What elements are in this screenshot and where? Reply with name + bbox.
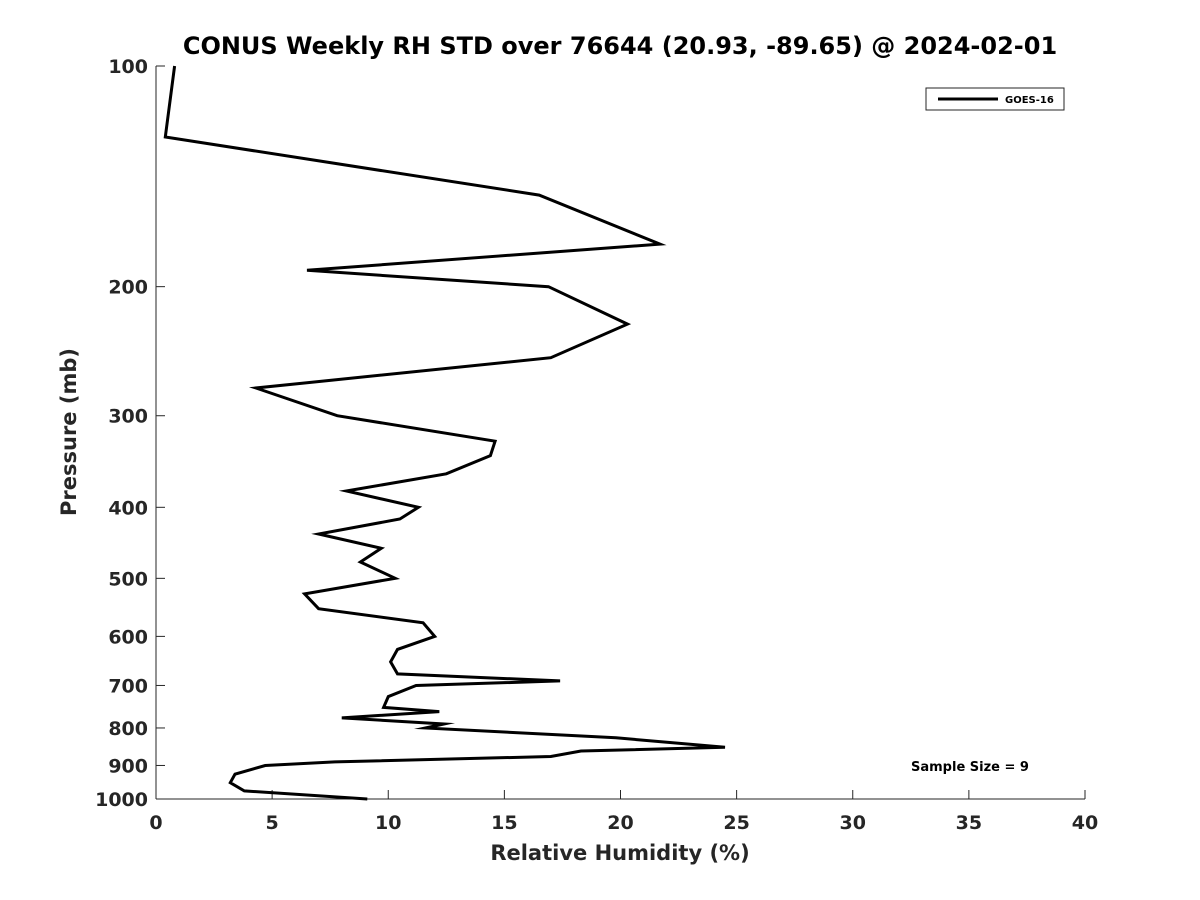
sample-size-note: Sample Size = 9 (911, 760, 1029, 775)
y-ticks: 100 200 300 400 500 600 700 800 900 1000 (95, 56, 165, 811)
x-tick-label: 35 (956, 812, 982, 834)
x-tick-label: 30 (840, 812, 866, 834)
x-tick-label: 10 (375, 812, 401, 834)
y-tick-label: 900 (108, 755, 148, 777)
legend-entry-goes-16: GOES-16 (1005, 95, 1054, 106)
x-tick-label: 0 (149, 812, 162, 834)
x-tick-label: 15 (491, 812, 517, 834)
legend: GOES-16 (925, 87, 1065, 111)
series-line-goes-16 (163, 65, 726, 801)
series-layer (163, 65, 726, 801)
plot-area: 0 5 10 15 20 25 30 35 40 100 200 300 400 500 600 700 80… (95, 56, 1098, 834)
y-tick-label: 700 (108, 675, 148, 697)
chart-title: CONUS Weekly RH STD over 76644 (20.93, -… (183, 32, 1057, 60)
x-tick-label: 5 (266, 812, 279, 834)
y-tick-label: 200 (108, 277, 148, 299)
axes-box (156, 66, 1085, 799)
y-tick-label: 600 (108, 626, 148, 648)
y-tick-label: 400 (108, 497, 148, 519)
x-tick-label: 25 (723, 812, 749, 834)
y-tick-label: 300 (108, 406, 148, 428)
x-axis-label: Relative Humidity (%) (490, 841, 749, 865)
x-ticks: 0 5 10 15 20 25 30 35 40 (149, 790, 1098, 834)
x-tick-label: 40 (1072, 812, 1098, 834)
y-tick-label: 500 (108, 568, 148, 590)
y-axis-label: Pressure (mb) (57, 348, 81, 516)
y-tick-label: 800 (108, 718, 148, 740)
y-tick-label: 1000 (95, 789, 148, 811)
x-tick-label: 20 (607, 812, 633, 834)
y-tick-label: 100 (108, 56, 148, 78)
